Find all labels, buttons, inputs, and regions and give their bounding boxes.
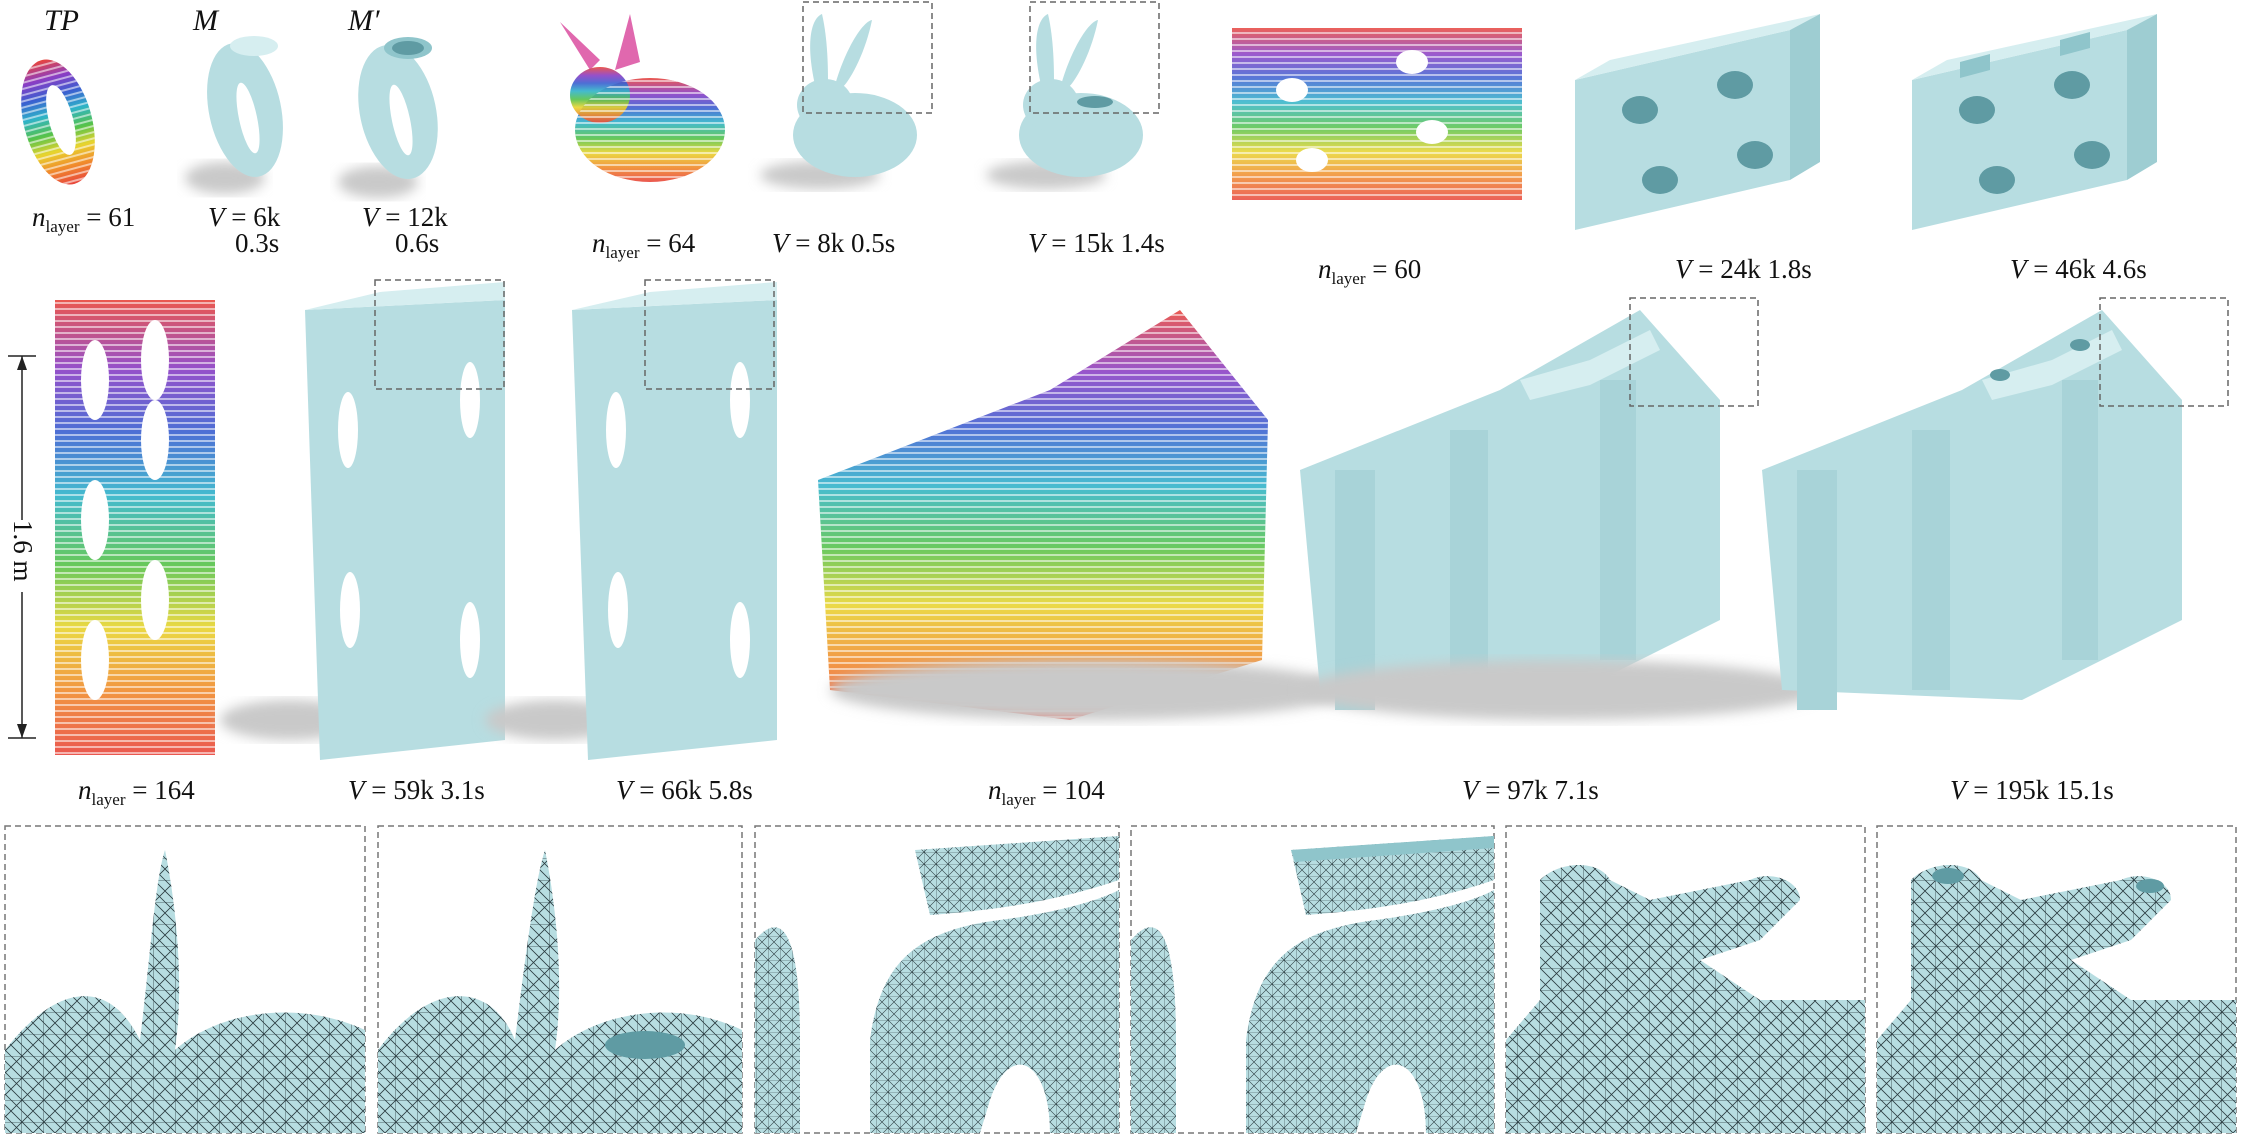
m-prime-hollow-torus bbox=[338, 37, 438, 198]
label-block-layers: nlayer = 60 bbox=[1318, 254, 1422, 288]
label-torus-m-prime-time: 0.6s bbox=[395, 228, 440, 258]
bunny-mesh-m-prime bbox=[986, 1, 1160, 189]
bunny-layers bbox=[560, 14, 725, 182]
zoom-panel-2 bbox=[377, 825, 743, 1134]
label-bunny-m: V = 8k 0.5s bbox=[772, 228, 896, 258]
label-bunny-m-prime: V = 15k 1.4s bbox=[1028, 228, 1165, 258]
column-mesh-m bbox=[220, 279, 505, 760]
label-torus-layers: nlayer = 61 bbox=[32, 202, 136, 236]
zoom-panel-4 bbox=[1130, 825, 1495, 1134]
label-lattice-layers: nlayer = 104 bbox=[988, 775, 1105, 809]
height-dimension-label: 1.6 m bbox=[8, 520, 38, 582]
label-block-m: V = 24k 1.8s bbox=[1675, 254, 1812, 284]
lattice-mesh-m-prime bbox=[1300, 297, 2229, 720]
m-solid-torus bbox=[185, 36, 283, 194]
block-layers bbox=[1232, 28, 1522, 200]
label-column-layers: nlayer = 164 bbox=[78, 775, 195, 809]
label-block-m-prime: V = 46k 4.6s bbox=[2010, 254, 2147, 284]
zoom-panel-6 bbox=[1876, 825, 2237, 1134]
tp-layer-torus bbox=[21, 59, 95, 185]
label-column-m-prime: V = 66k 5.8s bbox=[616, 775, 753, 805]
block-mesh-m-prime bbox=[1912, 14, 2157, 230]
label-torus-m-time: 0.3s bbox=[235, 228, 280, 258]
header-m: M bbox=[193, 4, 218, 37]
zoom-panel-1 bbox=[4, 825, 366, 1134]
label-lattice-m: V = 97k 7.1s bbox=[1462, 775, 1599, 805]
lattice-mesh-m bbox=[830, 297, 1759, 720]
height-dimension bbox=[8, 355, 36, 739]
block-mesh-m bbox=[1575, 14, 1820, 230]
label-column-m: V = 59k 3.1s bbox=[348, 775, 485, 805]
lattice-layers bbox=[818, 310, 1268, 720]
header-m-prime: M′ bbox=[348, 4, 380, 37]
label-torus-m-prime: V = 12k bbox=[362, 202, 448, 232]
column-layers bbox=[55, 300, 215, 755]
zoom-panel-5 bbox=[1505, 825, 1866, 1134]
column-mesh-m-prime bbox=[485, 279, 777, 760]
zoom-panel-3 bbox=[754, 825, 1120, 1134]
label-lattice-m-prime: V = 195k 15.1s bbox=[1950, 775, 2114, 805]
header-tp: TP bbox=[44, 4, 80, 37]
label-bunny-layers: nlayer = 64 bbox=[592, 228, 696, 262]
label-torus-m: V = 6k bbox=[208, 202, 281, 232]
bunny-mesh-m bbox=[760, 1, 933, 189]
